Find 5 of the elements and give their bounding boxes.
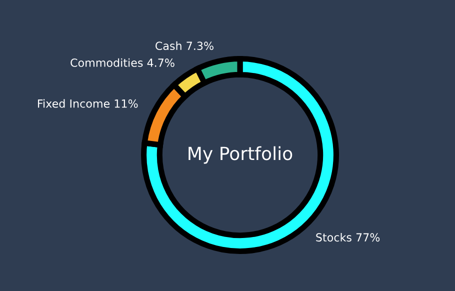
slice-label: Cash 7.3% xyxy=(156,41,214,50)
slice-label: Stocks 77% xyxy=(316,232,380,242)
slice-label: Fixed Income 11% xyxy=(38,99,138,108)
text: My Portfolio xyxy=(188,146,292,164)
slice-label: Commodities 4.7% xyxy=(70,58,174,67)
